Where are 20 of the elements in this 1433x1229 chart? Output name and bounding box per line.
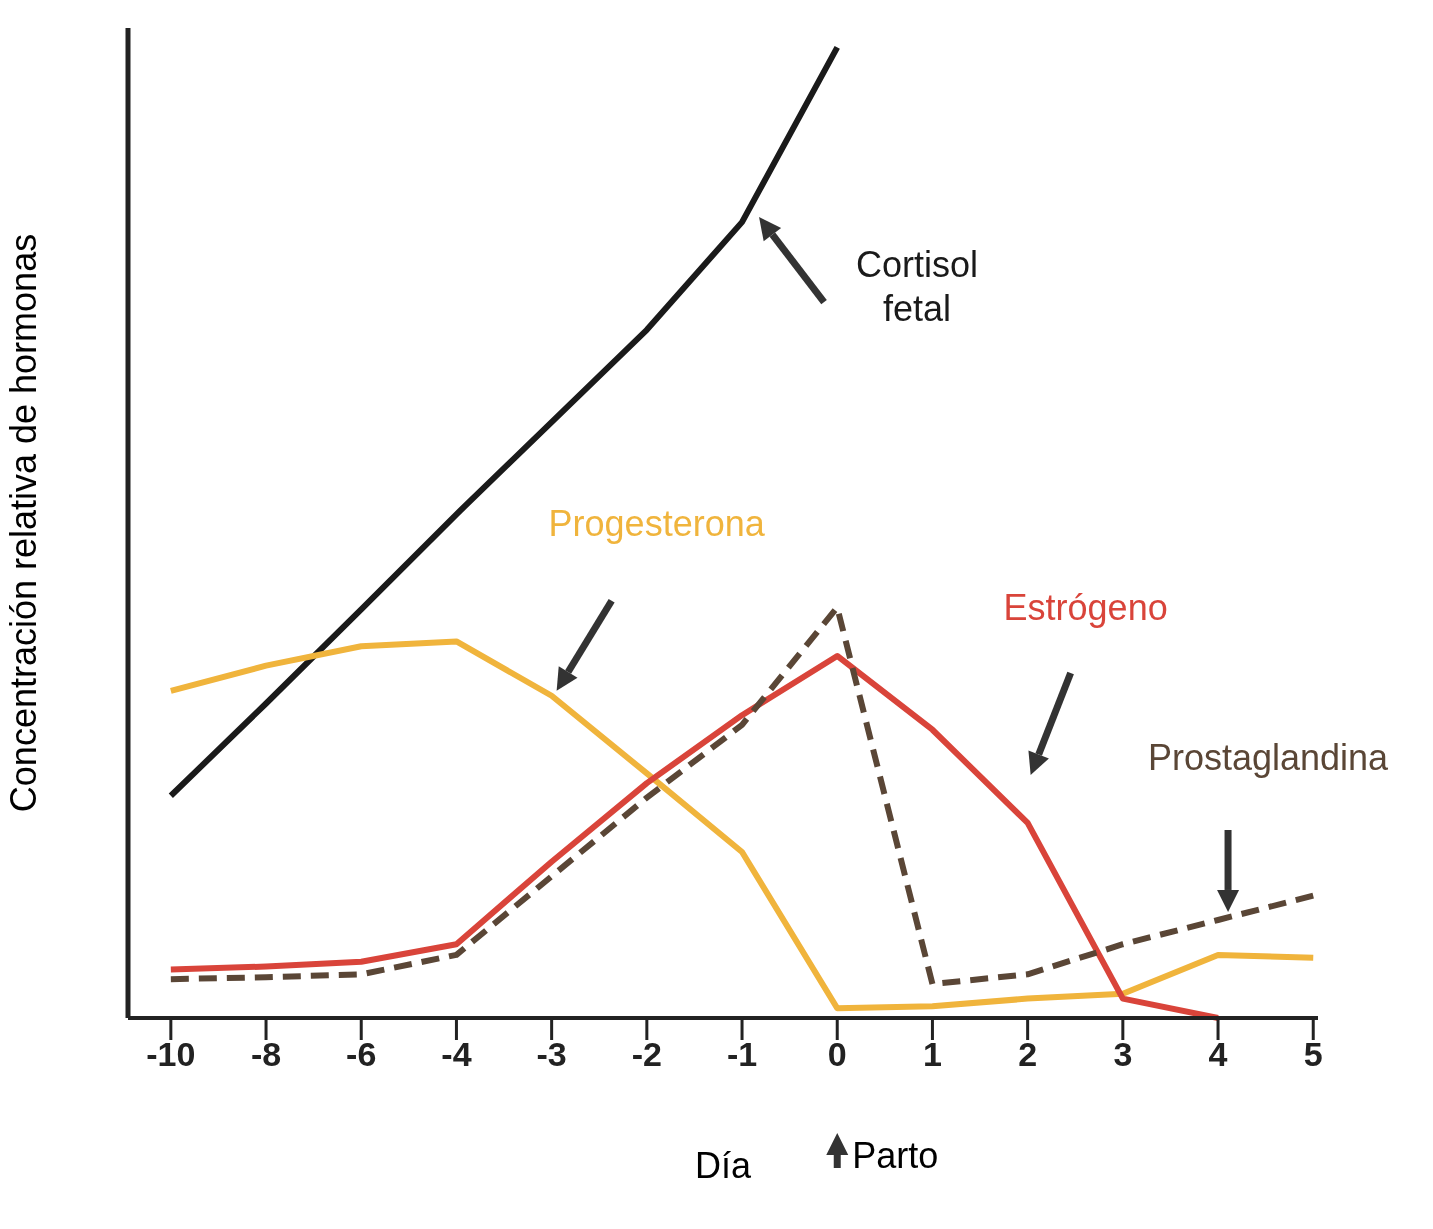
text: Estrógeno [1003, 586, 1168, 628]
x-tick-label: -6 [346, 1035, 377, 1074]
text: Parto [852, 1135, 939, 1176]
x-tick-label: -4 [441, 1035, 472, 1074]
x-tick-label: -3 [536, 1035, 567, 1074]
x-tick-label: -10 [146, 1035, 196, 1074]
x-tick-label: 0 [827, 1035, 847, 1074]
x-tick-label: -2 [631, 1035, 662, 1074]
x-tick-label: 5 [1303, 1035, 1323, 1074]
x-axis-title: Día [694, 1145, 752, 1186]
x-tick-label: 4 [1208, 1035, 1228, 1074]
x-tick-label: 3 [1113, 1035, 1133, 1074]
text: Cortisol fetal [856, 244, 979, 330]
x-tick-label: -8 [250, 1035, 282, 1074]
x-tick-label: 1 [922, 1035, 942, 1074]
text: Prostaglandina [1147, 736, 1390, 778]
x-tick-label: 2 [1018, 1035, 1038, 1074]
text: Progesterona [548, 502, 766, 544]
x-tick-label: -1 [726, 1035, 758, 1074]
y-axis-title: Concentración relativa de hormonas [2, 233, 44, 813]
